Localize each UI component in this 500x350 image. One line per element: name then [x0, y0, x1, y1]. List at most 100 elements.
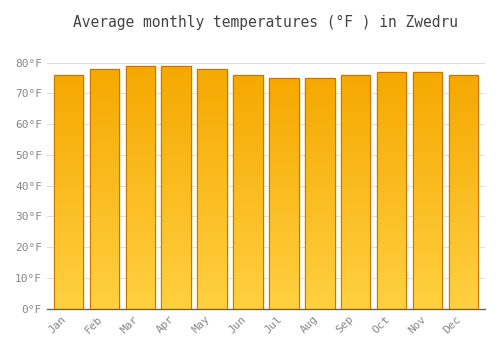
Bar [233, 232, 262, 234]
Bar [54, 262, 83, 264]
Bar [233, 168, 262, 171]
Bar [198, 294, 227, 297]
Bar [448, 297, 478, 299]
Bar [90, 241, 119, 244]
Bar [413, 178, 442, 181]
Bar [162, 146, 191, 148]
Bar [90, 203, 119, 205]
Bar [162, 144, 191, 146]
Bar [54, 302, 83, 304]
Bar [90, 83, 119, 86]
Bar [448, 150, 478, 152]
Bar [54, 166, 83, 168]
Bar [233, 229, 262, 232]
Bar [377, 197, 406, 200]
Bar [448, 80, 478, 82]
Bar [126, 190, 155, 192]
Bar [269, 262, 298, 265]
Bar [305, 194, 334, 196]
Bar [126, 219, 155, 221]
Bar [377, 136, 406, 138]
Bar [162, 177, 191, 180]
Bar [377, 297, 406, 299]
Bar [126, 299, 155, 301]
Bar [90, 210, 119, 213]
Bar [54, 297, 83, 299]
Bar [377, 176, 406, 178]
Bar [305, 189, 334, 191]
Bar [305, 203, 334, 205]
Bar [54, 154, 83, 157]
Bar [54, 295, 83, 297]
Bar [413, 157, 442, 160]
Bar [341, 183, 370, 185]
Bar [54, 168, 83, 171]
Bar [90, 134, 119, 136]
Bar [126, 131, 155, 134]
Title: Average monthly temperatures (°F ) in Zwedru: Average monthly temperatures (°F ) in Zw… [74, 15, 458, 30]
Bar [54, 161, 83, 164]
Bar [233, 126, 262, 129]
Bar [413, 112, 442, 114]
Bar [126, 107, 155, 110]
Bar [54, 122, 83, 124]
Bar [162, 258, 191, 260]
Bar [377, 287, 406, 290]
Bar [126, 267, 155, 270]
Bar [413, 273, 442, 275]
Bar [413, 131, 442, 133]
Bar [341, 96, 370, 98]
Bar [269, 194, 298, 196]
Bar [269, 221, 298, 223]
Bar [90, 110, 119, 112]
Bar [233, 262, 262, 264]
Bar [233, 218, 262, 220]
Bar [269, 97, 298, 99]
Bar [90, 103, 119, 105]
Bar [54, 150, 83, 152]
Bar [162, 117, 191, 119]
Bar [162, 66, 191, 309]
Bar [377, 216, 406, 219]
Bar [54, 192, 83, 194]
Bar [269, 219, 298, 221]
Bar [305, 161, 334, 163]
Bar [233, 236, 262, 239]
Bar [341, 278, 370, 281]
Bar [90, 90, 119, 93]
Bar [377, 105, 406, 107]
Bar [341, 98, 370, 101]
Bar [341, 112, 370, 115]
Bar [198, 184, 227, 187]
Bar [448, 253, 478, 255]
Bar [198, 69, 227, 71]
Bar [198, 304, 227, 306]
Bar [233, 285, 262, 288]
Bar [233, 91, 262, 94]
Bar [54, 164, 83, 166]
Bar [305, 279, 334, 281]
Bar [198, 134, 227, 136]
Bar [448, 133, 478, 136]
Bar [341, 306, 370, 309]
Bar [54, 84, 83, 87]
Bar [126, 88, 155, 90]
Bar [54, 232, 83, 234]
Bar [305, 110, 334, 113]
Bar [162, 168, 191, 170]
Bar [162, 285, 191, 287]
Bar [377, 169, 406, 171]
Bar [448, 96, 478, 98]
Bar [269, 279, 298, 281]
Bar [269, 104, 298, 106]
Bar [90, 81, 119, 83]
Bar [413, 245, 442, 247]
Bar [305, 108, 334, 110]
Bar [54, 87, 83, 89]
Bar [305, 177, 334, 180]
Bar [305, 219, 334, 221]
Bar [269, 129, 298, 131]
Bar [377, 250, 406, 252]
Bar [162, 282, 191, 285]
Bar [233, 176, 262, 178]
